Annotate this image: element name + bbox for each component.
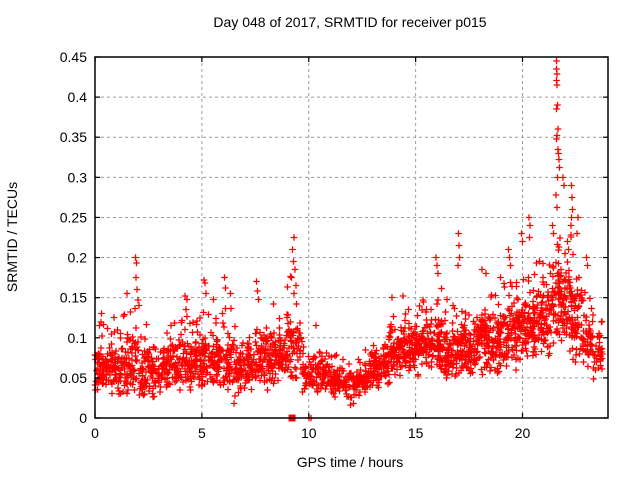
data-points	[91, 191, 606, 401]
y-tick-label: 0	[79, 410, 87, 426]
tick-labels: 0 5 10 15 20 0 0.05 0.1 0.15 0.2 0.25 0.3 0.35 0.4 0.4…	[60, 49, 531, 441]
x-tick-label: 20	[515, 425, 531, 441]
y-tick-label: 0.4	[68, 89, 88, 105]
x-tick-label: 15	[408, 425, 424, 441]
x-tick-label: 10	[301, 425, 317, 441]
outlier-points	[98, 57, 591, 409]
y-tick-label: 0.45	[60, 49, 87, 65]
y-tick-label: 0.3	[68, 169, 88, 185]
y-tick-label: 0.25	[60, 209, 87, 225]
x-tick-label: 5	[198, 425, 206, 441]
y-tick-label: 0.05	[60, 370, 87, 386]
y-tick-label: 0.15	[60, 290, 87, 306]
y-tick-label: 0.2	[68, 250, 88, 266]
scatter-points-path	[91, 191, 606, 401]
x-tick-label: 0	[91, 425, 99, 441]
y-tick-label: 0.35	[60, 129, 87, 145]
tick-marks	[94, 56, 608, 419]
outlier-points-path	[98, 57, 591, 409]
y-tick-label: 0.1	[68, 330, 88, 346]
chart-title: Day 048 of 2017, SRMTID for receiver p01…	[213, 14, 486, 30]
plot-border	[94, 56, 609, 419]
y-axis-label: SRMTID / TECUs	[4, 182, 20, 292]
x-axis-label: GPS time / hours	[297, 454, 404, 470]
